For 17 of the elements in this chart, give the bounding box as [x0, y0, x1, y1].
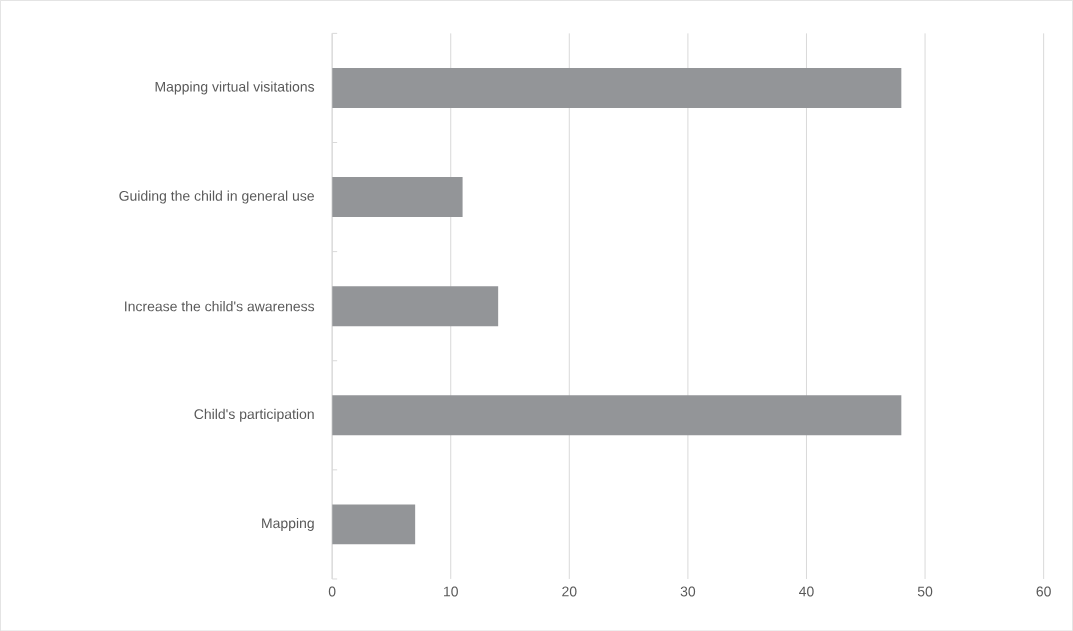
x-tick-label: 50	[917, 586, 933, 597]
bar	[332, 395, 902, 436]
y-tick-label: Guiding the child in general use	[119, 190, 314, 204]
y-tick-label: Mapping	[262, 517, 314, 531]
bar	[332, 286, 499, 327]
y-tick-label: Mapping virtual visitations	[155, 81, 315, 95]
bar	[332, 67, 902, 108]
bar	[332, 504, 416, 545]
y-tick-label: Child's participation	[194, 408, 314, 422]
bar	[332, 176, 463, 217]
x-tick-label: 40	[799, 586, 814, 597]
x-tick-label: 20	[562, 586, 577, 597]
x-tick-label: 10	[444, 586, 458, 597]
x-tick-label: 0	[328, 586, 336, 597]
x-tick-label: 60	[1036, 586, 1051, 597]
y-tick-label: Increase the child's awareness	[125, 300, 315, 312]
x-tick-label: 30	[680, 586, 696, 597]
